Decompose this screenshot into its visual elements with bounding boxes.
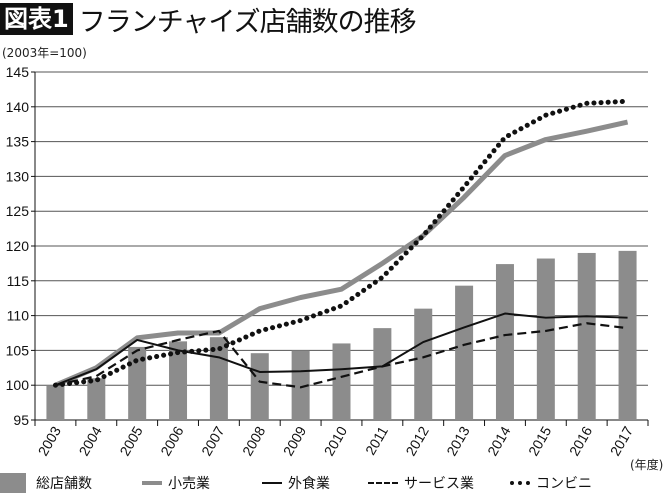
series-line-2 — [55, 312, 628, 387]
x-tick-label: 2012 — [402, 423, 432, 458]
series-line-3 — [55, 322, 628, 389]
bar-2009 — [291, 350, 310, 420]
bar-2014 — [495, 264, 514, 420]
x-tick-label: 2007 — [198, 423, 228, 458]
y-tick-label: 130 — [6, 168, 30, 184]
y-tick-label: 120 — [6, 238, 30, 254]
y-tick-label: 140 — [6, 99, 30, 115]
legend-label: コンビニ — [536, 476, 592, 492]
x-tick-label: 2009 — [280, 423, 310, 458]
y-tick-label: 145 — [6, 64, 30, 80]
x-axis-label: (年度) — [630, 458, 664, 472]
legend-item-convenience: コンビニ — [510, 473, 592, 493]
bar-2010 — [332, 343, 351, 420]
legend-item-service: サービス業 — [368, 473, 474, 493]
figure-badge: 図表1 — [0, 3, 73, 35]
legend-swatch — [368, 482, 398, 484]
x-tick-label: 2005 — [116, 423, 146, 458]
legend-item-food: 外食業 — [262, 473, 330, 493]
series-line-4 — [52, 98, 631, 388]
legend-swatch — [510, 481, 530, 485]
x-tick-label: 2003 — [35, 423, 65, 458]
chart-title: フランチャイズ店舗数の推移 — [78, 6, 417, 38]
y-tick-label: 95 — [13, 412, 29, 428]
legend-item-total: 総店舗数 — [0, 473, 92, 493]
x-tick-label: 2014 — [484, 423, 514, 458]
legend-label: 小売業 — [168, 476, 210, 492]
y-tick-label: 125 — [6, 203, 30, 219]
y-tick-label: 105 — [6, 342, 30, 358]
x-tick-label: 2004 — [75, 423, 105, 458]
legend-item-retail: 小売業 — [142, 473, 210, 493]
legend-label: サービス業 — [404, 476, 474, 492]
bar-2015 — [536, 258, 555, 420]
bar-2008 — [250, 353, 269, 420]
y-tick-label: 115 — [7, 273, 30, 289]
legend-label: 総店舗数 — [36, 476, 92, 492]
x-tick-label: 2011 — [362, 423, 391, 457]
y-tick-label: 135 — [6, 134, 30, 150]
bar-2016 — [577, 252, 596, 420]
x-tick-label: 2016 — [566, 423, 596, 458]
y-tick-label: 100 — [6, 377, 30, 393]
x-tick-label: 2008 — [239, 423, 269, 458]
x-tick-label: 2010 — [321, 423, 351, 458]
bar-2006 — [169, 341, 188, 420]
bar-2007 — [209, 337, 228, 420]
legend-swatch — [142, 481, 162, 485]
x-tick-label: 2015 — [525, 423, 555, 458]
bar-2013 — [455, 285, 474, 420]
series-line-1 — [54, 119, 629, 388]
legend: 総店舗数 小売業 外食業 サービス業 コンビニ — [0, 470, 670, 496]
bar-2011 — [373, 328, 392, 420]
bar-2012 — [414, 308, 433, 420]
bar-2004 — [87, 378, 106, 420]
legend-swatch — [262, 482, 282, 484]
legend-label: 外食業 — [288, 476, 330, 492]
bar-2017 — [618, 250, 637, 420]
legend-swatch — [0, 473, 26, 493]
x-tick-label: 2013 — [443, 423, 473, 458]
y-axis-label: (2003年=100) — [2, 46, 87, 60]
title-row: 図表1 フランチャイズ店舗数の推移 — [0, 2, 417, 38]
x-tick-label: 2017 — [607, 423, 637, 458]
y-tick-label: 110 — [7, 308, 30, 324]
x-tick-label: 2006 — [157, 423, 187, 458]
bar-2003 — [46, 385, 65, 420]
bar-2005 — [128, 346, 147, 420]
